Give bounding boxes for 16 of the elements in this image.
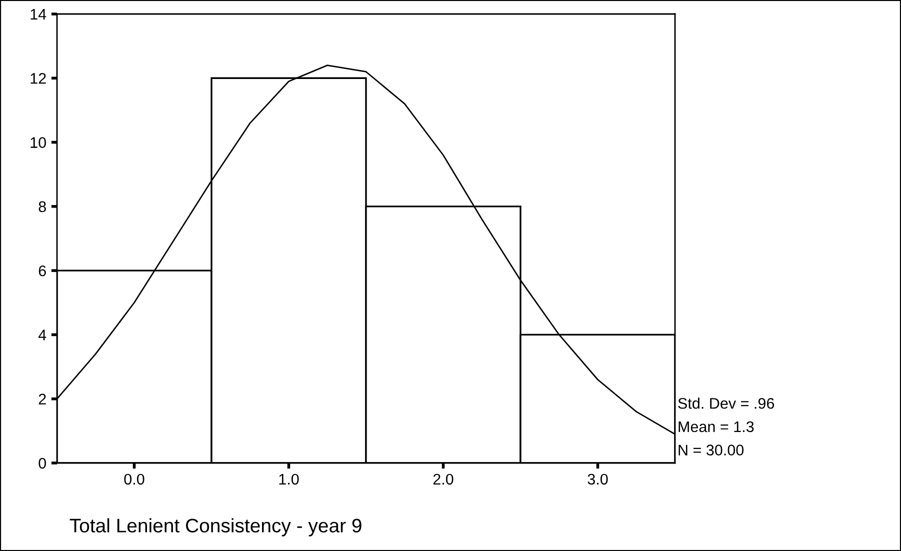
y-tick-label: 2 — [38, 394, 46, 404]
text: N = 30.00 — [678, 444, 744, 456]
y-tick-label: 0 — [38, 458, 46, 469]
y-tick-label: 6 — [38, 265, 46, 276]
text: Mean = 1.3 — [678, 421, 754, 432]
y-tick-label: 4 — [38, 330, 46, 340]
text: Std. Dev = .96 — [678, 398, 774, 409]
x-tick-label: 2.0 — [433, 474, 454, 485]
y-tick-label: 10 — [30, 137, 46, 148]
x-axis-title: Total Lenient Consistency - year 9 — [70, 518, 362, 536]
y-tick-label: 14 — [30, 9, 46, 20]
x-tick-label: 0.0 — [124, 474, 144, 485]
y-tick-label: 8 — [38, 201, 46, 212]
y-tick-label: 12 — [30, 73, 46, 84]
x-tick-label: 3.0 — [588, 474, 608, 485]
x-tick-label: 1.0 — [279, 474, 299, 485]
